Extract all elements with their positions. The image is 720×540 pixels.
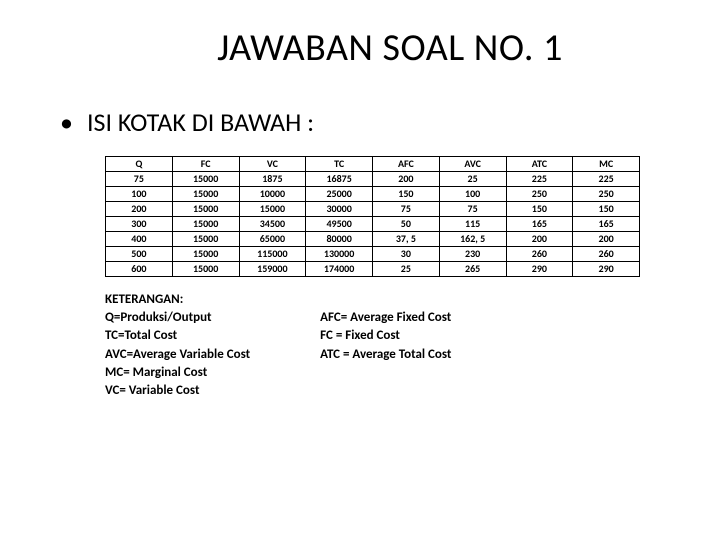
- table-cell: 150: [506, 202, 573, 217]
- table-cell: 159000: [239, 262, 306, 277]
- table-cell: 50: [373, 217, 440, 232]
- col-atc: ATC: [506, 157, 573, 172]
- table-cell: 200: [373, 172, 440, 187]
- table-cell: 25000: [306, 187, 373, 202]
- legend-line: FC = Fixed Cost: [320, 327, 451, 345]
- table-cell: 200: [106, 202, 173, 217]
- table-cell: 15000: [239, 202, 306, 217]
- table-row: 40015000650008000037, 5162, 5200200: [106, 232, 640, 247]
- legend-left: KETERANGAN:Q=Produksi/OutputTC=Total Cos…: [105, 291, 250, 400]
- table-cell: 290: [506, 262, 573, 277]
- table-cell: 174000: [306, 262, 373, 277]
- table-cell: 75: [439, 202, 506, 217]
- table-cell: 75: [373, 202, 440, 217]
- table-cell: 49500: [306, 217, 373, 232]
- table-row: 751500018751687520025225225: [106, 172, 640, 187]
- legend-line: Q=Produksi/Output: [105, 309, 250, 327]
- table-header-row: Q FC VC TC AFC AVC ATC MC: [106, 157, 640, 172]
- table-cell: 150: [373, 187, 440, 202]
- table-cell: 225: [506, 172, 573, 187]
- table-cell: 75: [106, 172, 173, 187]
- table-cell: 150: [573, 202, 640, 217]
- table-body: 7515000187516875200252252251001500010000…: [106, 172, 640, 277]
- col-mc: MC: [573, 157, 640, 172]
- table-cell: 15000: [172, 202, 239, 217]
- table-cell: 250: [573, 187, 640, 202]
- table-cell: 500: [106, 247, 173, 262]
- table-cell: 300: [106, 217, 173, 232]
- table-row: 30015000345004950050115165165: [106, 217, 640, 232]
- table-cell: 200: [506, 232, 573, 247]
- table-cell: 165: [506, 217, 573, 232]
- col-vc: VC: [239, 157, 306, 172]
- table-cell: 290: [573, 262, 640, 277]
- table-row: 5001500011500013000030230260260: [106, 247, 640, 262]
- legend-line: VC= Variable Cost: [105, 382, 250, 400]
- cost-table: Q FC VC TC AFC AVC ATC MC 75150001875168…: [105, 156, 640, 277]
- col-fc: FC: [172, 157, 239, 172]
- legend-line: MC= Marginal Cost: [105, 364, 250, 382]
- table-cell: 165: [573, 217, 640, 232]
- table-cell: 30000: [306, 202, 373, 217]
- table-cell: 115000: [239, 247, 306, 262]
- col-q: Q: [106, 157, 173, 172]
- table-cell: 25: [439, 172, 506, 187]
- table-cell: 130000: [306, 247, 373, 262]
- table-cell: 230: [439, 247, 506, 262]
- table-cell: 15000: [172, 172, 239, 187]
- table-cell: 10000: [239, 187, 306, 202]
- page-title: JAWABAN SOAL NO. 1: [50, 25, 670, 71]
- legend-line: KETERANGAN:: [105, 291, 250, 309]
- table-cell: 65000: [239, 232, 306, 247]
- legend-line: AVC=Average Variable Cost: [105, 346, 250, 364]
- col-tc: TC: [306, 157, 373, 172]
- table-cell: 15000: [172, 232, 239, 247]
- table-cell: 115: [439, 217, 506, 232]
- table-cell: 80000: [306, 232, 373, 247]
- table-cell: 250: [506, 187, 573, 202]
- table-cell: 100: [106, 187, 173, 202]
- table-cell: 265: [439, 262, 506, 277]
- table-cell: 260: [506, 247, 573, 262]
- table-cell: 15000: [172, 247, 239, 262]
- table-cell: 37, 5: [373, 232, 440, 247]
- table-cell: 100: [439, 187, 506, 202]
- table-cell: 34500: [239, 217, 306, 232]
- subtitle-text: ISI KOTAK DI BAWAH :: [87, 106, 314, 138]
- subtitle-row: • ISI KOTAK DI BAWAH :: [60, 106, 670, 138]
- table-cell: 400: [106, 232, 173, 247]
- table-cell: 15000: [172, 187, 239, 202]
- table-cell: 15000: [172, 217, 239, 232]
- table-cell: 30: [373, 247, 440, 262]
- table-row: 100150001000025000150100250250: [106, 187, 640, 202]
- table-cell: 25: [373, 262, 440, 277]
- legend-block: KETERANGAN:Q=Produksi/OutputTC=Total Cos…: [105, 291, 670, 400]
- col-avc: AVC: [439, 157, 506, 172]
- bullet-icon: •: [60, 106, 73, 138]
- table-row: 2001500015000300007575150150: [106, 202, 640, 217]
- table-cell: 200: [573, 232, 640, 247]
- legend-line: [320, 291, 451, 309]
- legend-line: AFC= Average Fixed Cost: [320, 309, 451, 327]
- table-cell: 600: [106, 262, 173, 277]
- legend-line: TC=Total Cost: [105, 327, 250, 345]
- table-cell: 16875: [306, 172, 373, 187]
- slide-container: JAWABAN SOAL NO. 1 • ISI KOTAK DI BAWAH …: [0, 0, 720, 540]
- table-row: 6001500015900017400025265290290: [106, 262, 640, 277]
- legend-line: ATC = Average Total Cost: [320, 346, 451, 364]
- legend-right: AFC= Average Fixed CostFC = Fixed CostAT…: [320, 291, 451, 400]
- table-wrapper: Q FC VC TC AFC AVC ATC MC 75150001875168…: [105, 156, 640, 277]
- table-cell: 1875: [239, 172, 306, 187]
- col-afc: AFC: [373, 157, 440, 172]
- table-cell: 225: [573, 172, 640, 187]
- table-cell: 260: [573, 247, 640, 262]
- table-cell: 162, 5: [439, 232, 506, 247]
- table-cell: 15000: [172, 262, 239, 277]
